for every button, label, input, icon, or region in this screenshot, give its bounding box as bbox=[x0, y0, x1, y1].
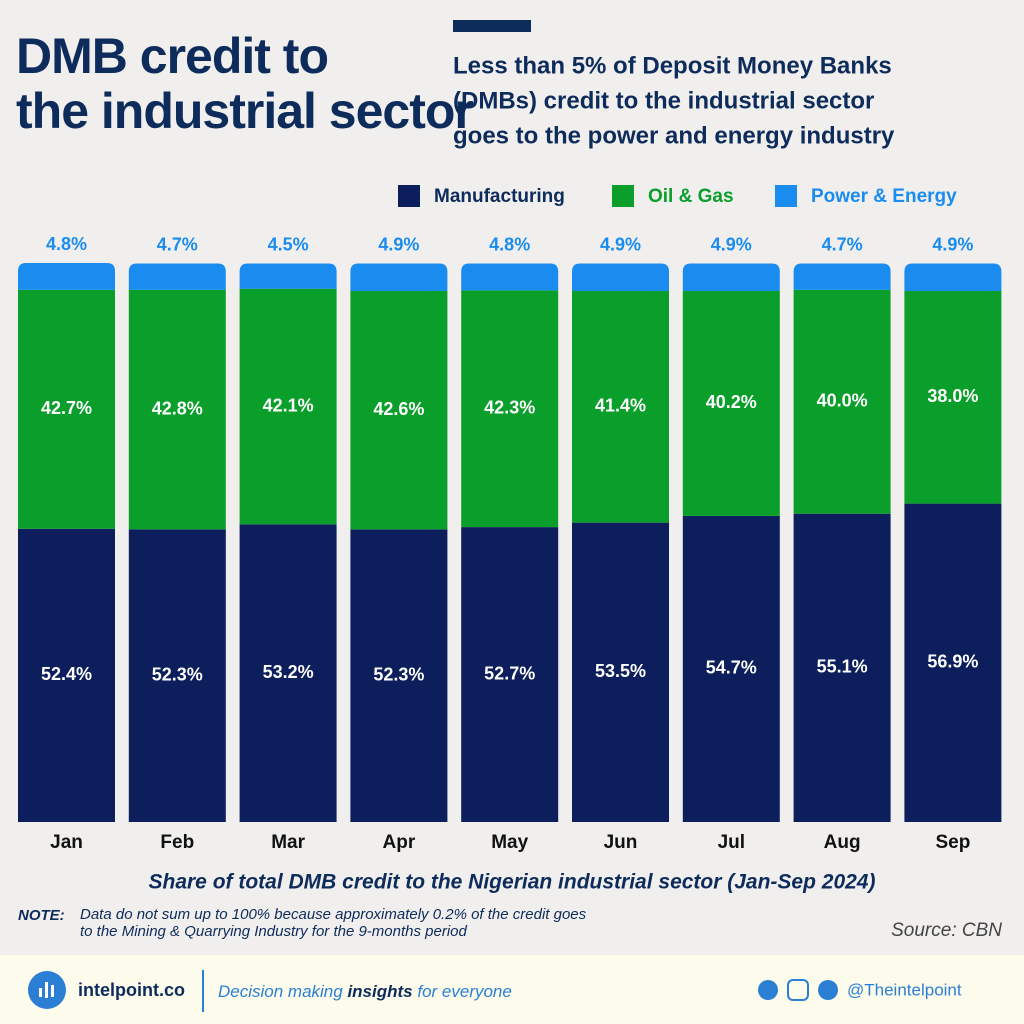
social-icon[interactable] bbox=[818, 980, 838, 1000]
bar-segment bbox=[572, 522, 669, 822]
value-label: 42.8% bbox=[152, 398, 203, 418]
source: Source: CBN bbox=[891, 920, 1002, 941]
tagline-part: insights bbox=[347, 982, 412, 1001]
bar-segment bbox=[350, 263, 448, 291]
value-label: 54.7% bbox=[706, 658, 757, 678]
bar-segment bbox=[682, 290, 780, 516]
social-icon[interactable] bbox=[787, 979, 809, 1001]
value-label: 53.2% bbox=[263, 662, 314, 682]
subtitle-line: goes to the power and energy industry bbox=[453, 122, 895, 149]
bar-segment bbox=[793, 289, 891, 514]
value-label: 40.2% bbox=[706, 392, 757, 412]
value-label: 42.7% bbox=[41, 398, 92, 418]
value-label: 38.0% bbox=[927, 386, 978, 406]
x-tick-label: Sep bbox=[935, 832, 970, 853]
bar-segment bbox=[904, 263, 1002, 291]
x-tick-label: Aug bbox=[824, 832, 861, 853]
brand[interactable]: intelpoint.co bbox=[78, 980, 185, 1000]
bar-segment bbox=[682, 515, 780, 822]
bar-segment bbox=[904, 503, 1002, 822]
value-label: 4.5% bbox=[268, 234, 309, 254]
accent-bar bbox=[453, 20, 531, 32]
x-tick-label: Jul bbox=[718, 832, 745, 853]
value-label: 42.1% bbox=[263, 395, 314, 415]
legend-label: Oil & Gas bbox=[648, 186, 734, 207]
value-label: 4.8% bbox=[489, 234, 530, 254]
title-line: DMB credit to bbox=[16, 28, 328, 84]
value-label: 4.7% bbox=[822, 234, 863, 254]
legend-swatch bbox=[775, 185, 797, 207]
value-label: 52.7% bbox=[484, 663, 535, 683]
x-tick-label: Jan bbox=[50, 832, 83, 853]
bar-segment bbox=[128, 289, 226, 530]
note-text: Data do not sum up to 100% because appro… bbox=[80, 906, 587, 923]
subtitle-line: (DMBs) credit to the industrial sector bbox=[453, 87, 874, 114]
value-label: 52.4% bbox=[41, 664, 92, 684]
value-label: 53.5% bbox=[595, 661, 646, 681]
bar-segment bbox=[239, 263, 337, 289]
value-label: 52.3% bbox=[152, 664, 203, 684]
bar-segment bbox=[461, 290, 559, 528]
value-label: 41.4% bbox=[595, 396, 646, 416]
logo-bar bbox=[51, 985, 54, 997]
bar-segment bbox=[350, 529, 448, 822]
social-icon[interactable] bbox=[758, 980, 778, 1000]
footer bbox=[0, 955, 1024, 1024]
value-label: 4.9% bbox=[932, 234, 973, 254]
bar-segment bbox=[461, 263, 559, 291]
bar-segment bbox=[793, 263, 891, 290]
value-label: 55.1% bbox=[817, 657, 868, 677]
value-label: 4.9% bbox=[378, 234, 419, 254]
legend-label: Manufacturing bbox=[434, 186, 565, 207]
bar-segment bbox=[18, 263, 115, 290]
logo-bar bbox=[45, 982, 48, 998]
value-label: 4.9% bbox=[711, 234, 752, 254]
logo-bar bbox=[39, 988, 42, 997]
bar-segment bbox=[572, 290, 669, 523]
x-tick-label: Apr bbox=[383, 832, 416, 853]
value-label: 4.8% bbox=[46, 234, 87, 254]
tagline: Decision making insights for everyone bbox=[218, 982, 512, 1001]
value-label: 42.3% bbox=[484, 398, 535, 418]
value-label: 56.9% bbox=[927, 652, 978, 672]
x-axis-caption: Share of total DMB credit to the Nigeria… bbox=[149, 871, 876, 894]
x-tick-label: May bbox=[491, 832, 528, 853]
bar-segment bbox=[904, 290, 1002, 504]
bar-segment bbox=[18, 528, 115, 822]
legend-label: Power & Energy bbox=[811, 186, 957, 207]
x-tick-label: Mar bbox=[271, 832, 305, 853]
bar-segment bbox=[682, 263, 780, 291]
bar-segment bbox=[793, 513, 891, 822]
legend-swatch bbox=[398, 185, 420, 207]
bar-segment bbox=[18, 289, 115, 529]
note-text: to the Mining & Quarrying Industry for t… bbox=[80, 923, 468, 940]
title-line: the industrial sector bbox=[16, 83, 473, 139]
bar-segment bbox=[461, 527, 559, 822]
handle[interactable]: @Theintelpoint bbox=[847, 980, 962, 999]
tagline-part: Decision making bbox=[218, 982, 347, 1001]
bar-segment bbox=[572, 263, 669, 291]
x-tick-label: Jun bbox=[604, 832, 638, 853]
bar-segment bbox=[239, 288, 337, 525]
value-label: 4.7% bbox=[157, 234, 198, 254]
bar-segment bbox=[239, 524, 337, 822]
value-label: 40.0% bbox=[817, 391, 868, 411]
x-tick-label: Feb bbox=[160, 832, 194, 853]
note-label: NOTE: bbox=[18, 907, 65, 924]
value-label: 42.6% bbox=[373, 399, 424, 419]
subtitle-line: Less than 5% of Deposit Money Banks bbox=[453, 52, 892, 79]
bar-segment bbox=[128, 263, 226, 290]
legend-swatch bbox=[612, 185, 634, 207]
value-label: 52.3% bbox=[373, 664, 424, 684]
tagline-part: for everyone bbox=[413, 982, 512, 1001]
value-label: 4.9% bbox=[600, 234, 641, 254]
bar-segment bbox=[128, 529, 226, 822]
bar-segment bbox=[350, 290, 448, 530]
